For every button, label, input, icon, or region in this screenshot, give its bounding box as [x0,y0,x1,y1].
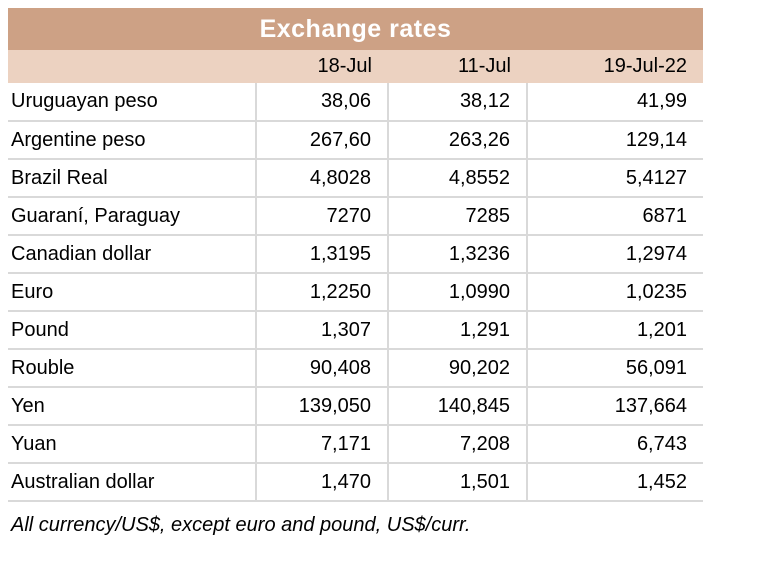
table-footnote: All currency/US$, except euro and pound,… [11,514,471,536]
table-row: Brazil Real 4,8028 4,8552 5,4127 [8,159,703,198]
rate-value: 7,208 [387,425,527,464]
rate-value: 1,3236 [387,235,527,274]
rate-value: 7,171 [255,425,388,464]
rate-value: 6871 [526,197,703,236]
rate-value: 140,845 [387,387,527,426]
table-row: Guaraní, Paraguay 7270 7285 6871 [8,197,703,236]
table-row: Rouble 90,408 90,202 56,091 [8,349,703,388]
currency-name: Guaraní, Paraguay [8,197,256,236]
table-row: Yen 139,050 140,845 137,664 [8,387,703,426]
rate-value: 5,4127 [526,159,703,198]
rate-value: 4,8552 [387,159,527,198]
rate-value: 139,050 [255,387,388,426]
rate-value: 129,14 [526,121,703,160]
rate-value: 1,0235 [526,273,703,312]
rate-value: 1,2974 [526,235,703,274]
currency-name: Euro [8,273,256,312]
rate-value: 267,60 [255,121,388,160]
currency-name: Yuan [8,425,256,464]
rate-value: 1,3195 [255,235,388,274]
currency-name: Yen [8,387,256,426]
header-cell-date-3: 19-Jul-22 [603,55,687,77]
exchange-rates-table: 18-Jul 11-Jul 19-Jul-22 Uruguayan peso 38… [8,50,703,502]
rate-value: 38,12 [387,83,527,122]
rate-value: 4,8028 [255,159,388,198]
rate-value: 1,501 [387,463,527,502]
header-row: 18-Jul 11-Jul 19-Jul-22 [8,50,703,83]
header-cell-date-2: 11-Jul [458,55,511,77]
rate-value: 41,99 [526,83,703,122]
currency-name: Australian dollar [8,463,256,502]
rate-value: 7270 [255,197,388,236]
table-body: Uruguayan peso 38,06 38,12 41,99 Argentine p… [8,83,703,502]
table-row: Yuan 7,171 7,208 6,743 [8,425,703,464]
rate-value: 1,201 [526,311,703,350]
rate-value: 90,408 [255,349,388,388]
rate-value: 7285 [387,197,527,236]
rate-value: 1,2250 [255,273,388,312]
table-row: Uruguayan peso 38,06 38,12 41,99 [8,83,703,122]
rate-value: 1,291 [387,311,527,350]
exchange-rates-panel: Exchange rates 18-Jul 11-Jul 19-Jul-22 U… [8,8,703,537]
header-cell-date-1: 18-Jul [317,55,372,77]
header-cell-currency [8,50,256,83]
table-title: Exchange rates [8,8,703,50]
table-row: Australian dollar 1,470 1,501 1,452 [8,463,703,502]
currency-name: Rouble [8,349,256,388]
currency-name: Pound [8,311,256,350]
rate-value: 38,06 [255,83,388,122]
currency-name: Brazil Real [8,159,256,198]
rate-value: 6,743 [526,425,703,464]
table-row: Euro 1,2250 1,0990 1,0235 [8,273,703,312]
rate-value: 1,470 [255,463,388,502]
rate-value: 263,26 [387,121,527,160]
rate-value: 1,452 [526,463,703,502]
table-row: Argentine peso 267,60 263,26 129,14 [8,121,703,160]
currency-name: Canadian dollar [8,235,256,274]
rate-value: 1,0990 [387,273,527,312]
rate-value: 90,202 [387,349,527,388]
currency-name: Uruguayan peso [8,83,256,122]
rate-value: 56,091 [526,349,703,388]
currency-name: Argentine peso [8,121,256,160]
table-row: Pound 1,307 1,291 1,201 [8,311,703,350]
rate-value: 137,664 [526,387,703,426]
rate-value: 1,307 [255,311,388,350]
table-row: Canadian dollar 1,3195 1,3236 1,2974 [8,235,703,274]
